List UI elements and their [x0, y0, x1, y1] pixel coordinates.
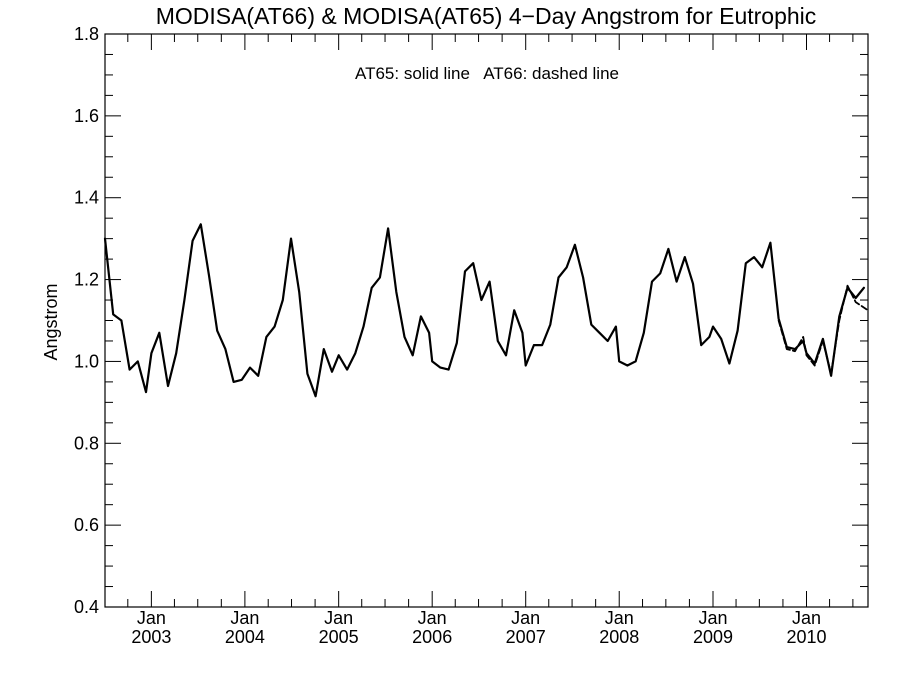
x-tick-month-label: Jan: [230, 608, 259, 628]
x-tick-month-label: Jan: [324, 608, 353, 628]
x-tick-year-label: 2006: [412, 627, 452, 647]
x-tick-year-label: 2007: [506, 627, 546, 647]
chart-title: MODISA(AT66) & MODISA(AT65) 4−Day Angstr…: [156, 3, 817, 29]
x-tick-month-label: Jan: [137, 608, 166, 628]
y-tick-label: 1.0: [74, 351, 99, 371]
plot-frame: [104, 33, 869, 608]
series-line-at66: [777, 284, 869, 375]
plot-series: [103, 223, 869, 398]
x-tick-year-label: 2005: [319, 627, 359, 647]
x-tick-year-label: 2009: [693, 627, 733, 647]
x-tick-month-label: Jan: [792, 608, 821, 628]
axes: 0.40.60.81.01.21.41.61.8Jan2003Jan2004Ja…: [74, 24, 868, 647]
y-tick-label: 1.8: [74, 24, 99, 44]
series-line-at65: [103, 223, 866, 398]
x-tick-month-label: Jan: [698, 608, 727, 628]
line-style-note: AT65: solid line AT66: dashed line: [355, 64, 619, 83]
x-tick-month-label: Jan: [418, 608, 447, 628]
x-tick-year-label: 2010: [786, 627, 826, 647]
y-tick-label: 0.8: [74, 433, 99, 453]
x-tick-year-label: 2008: [599, 627, 639, 647]
y-tick-label: 0.6: [74, 515, 99, 535]
y-tick-label: 0.4: [74, 597, 99, 617]
y-tick-label: 1.6: [74, 106, 99, 126]
y-axis-title: Angstrom: [41, 283, 61, 360]
x-tick-year-label: 2003: [131, 627, 171, 647]
x-tick-year-label: 2004: [225, 627, 265, 647]
x-tick-month-label: Jan: [605, 608, 634, 628]
y-tick-label: 1.2: [74, 270, 99, 290]
y-tick-label: 1.4: [74, 188, 99, 208]
x-tick-month-label: Jan: [511, 608, 540, 628]
